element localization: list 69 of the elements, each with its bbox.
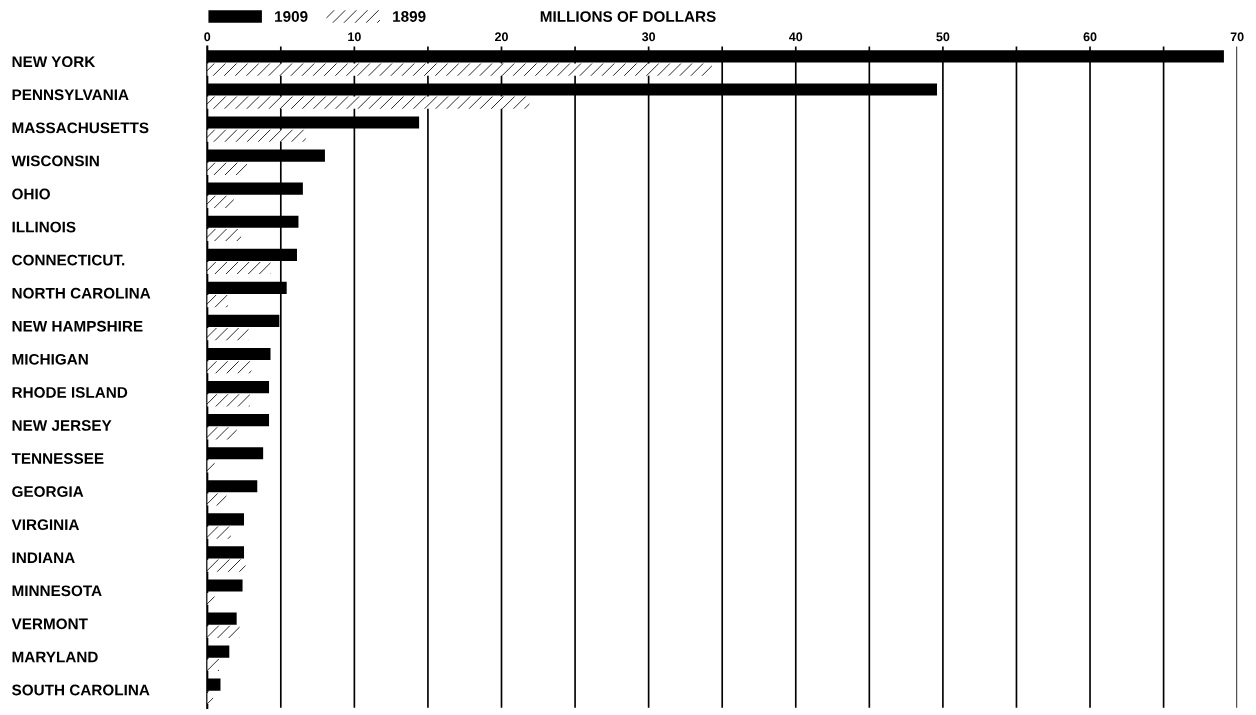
bar [207,612,237,625]
y-tick-label: MARYLAND [12,651,98,663]
y-tick-label: CONNECTICUT. [12,254,125,266]
bar [207,361,252,374]
bar [207,261,271,275]
bar [207,314,280,328]
bar [207,394,250,407]
bar [207,526,231,539]
y-tick-label: MICHIGAN [12,353,88,365]
bar [207,182,303,195]
y-tick-label: GEORGIA [12,486,84,497]
x-tick-label: 70 [1230,32,1244,42]
y-tick-label: WISCONSIN [11,155,99,167]
y-tick-label: RHODE ISLAND [12,386,128,398]
x-axis-title: MILLIONS OF DOLLARS [540,11,716,22]
y-tick-label: NEW YORK [12,56,96,68]
bar [207,281,287,294]
bar [207,347,271,361]
x-tick-label: 50 [936,32,950,42]
bar [207,645,230,658]
y-tick-label: NEW JERSEY [12,420,112,431]
bar [207,228,242,242]
x-tick-label: 30 [641,32,656,42]
bar [207,295,228,308]
bar [207,427,237,440]
bar [207,149,325,162]
y-tick-label: ILLINOIS [12,221,76,233]
bar [207,116,420,129]
bar [207,579,243,592]
bar [207,129,306,142]
y-tick-label: NEW HAMPSHIRE [12,320,143,332]
bar [207,414,270,427]
y-tick-label: OHIO [12,188,50,200]
bar [207,381,270,394]
bar [207,559,246,572]
bar [207,162,247,175]
bar [207,195,234,208]
bar [207,63,712,76]
y-tick-label: SOUTH CAROLINA [11,684,150,696]
bar [207,658,220,671]
y-tick-label: INDIANA [12,552,75,563]
bar [207,96,530,109]
y-tick-label: VIRGINIA [11,519,80,531]
legend-label: 1909 [275,11,308,22]
bar [207,493,227,506]
bar [207,215,299,228]
bar [207,546,245,559]
bar [207,447,264,460]
y-tick-label: VERMONT [11,618,88,630]
bar [207,328,249,341]
y-tick-label: MASSACHUSETTS [12,122,149,134]
x-tick-label: 40 [789,32,803,42]
bar [207,625,240,638]
y-tick-label: NORTH CAROLINA [12,287,151,299]
x-tick-label: 20 [494,32,508,42]
bar [207,480,258,493]
x-tick-label: 60 [1083,32,1097,42]
bar [207,460,215,473]
bar [207,248,297,261]
x-tick-label: 10 [348,32,361,42]
y-tick-label: PENNSYLVANIA [12,89,129,101]
legend-label: 1899 [393,11,426,22]
bar [207,592,215,605]
bar [207,83,938,96]
x-tick-label: 0 [204,32,211,42]
y-tick-label: MINNESOTA [12,585,102,597]
bar [207,513,245,526]
bar [207,50,1224,63]
y-tick-label: TENNESSEE [11,453,104,464]
